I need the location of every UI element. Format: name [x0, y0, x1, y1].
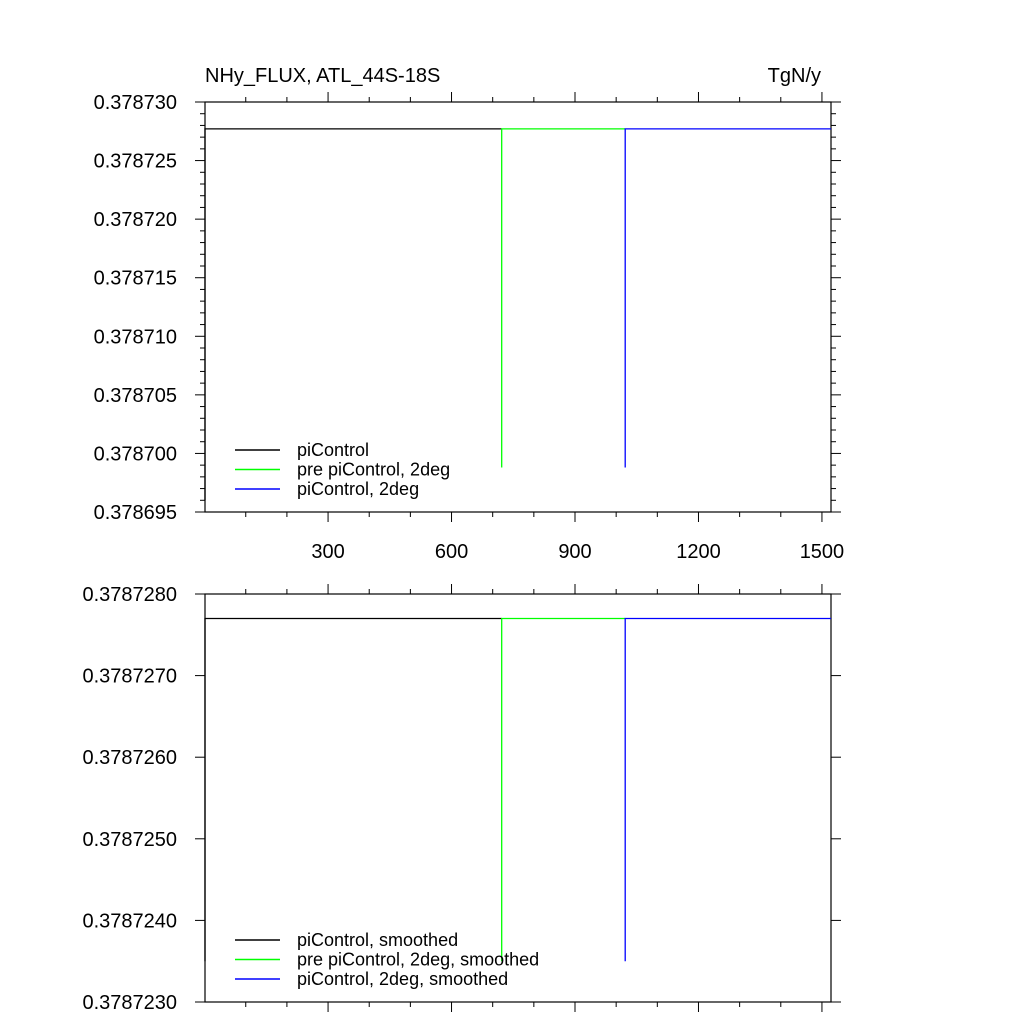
units-label: TgN/y: [768, 65, 821, 87]
chart-title: NHy_FLUX, ATL_44S-18S: [205, 65, 440, 87]
y-tick-label: 0.378725: [94, 151, 177, 173]
bottom-panel: 0.3787230 0.3787240 0.3787250 0.3787260 0.37…: [82, 584, 841, 1014]
y-tick-label: 0.378695: [94, 502, 177, 524]
y-tick-label: 0.3787250: [82, 829, 177, 851]
y-tick-label: 0.3787260: [82, 747, 177, 769]
y-tick-label: 0.378710: [94, 326, 177, 348]
y-tick-label: 0.378705: [94, 385, 177, 407]
x-tick-label: 300: [311, 541, 344, 563]
x-tick-label: 900: [558, 541, 591, 563]
y-tick-label: 0.378715: [94, 268, 177, 290]
y-tick-label: 0.3787270: [82, 666, 177, 688]
series-line: [204, 617, 502, 962]
legend-label: pre piControl, 2deg: [297, 460, 450, 480]
x-tick-label: 1500: [800, 541, 845, 563]
x-tick-label: 1200: [676, 541, 721, 563]
y-tick-label: 0.3787280: [82, 584, 177, 606]
y-tick-label: 0.378720: [94, 209, 177, 231]
series-line: [501, 128, 626, 468]
y-tick-label: 0.378700: [94, 443, 177, 465]
legend-label: pre piControl, 2deg, smoothed: [297, 950, 539, 970]
legend-label: piControl, smoothed: [297, 930, 458, 950]
y-tick-label: 0.3787240: [82, 910, 177, 932]
legend-label: piControl, 2deg, smoothed: [297, 969, 508, 989]
series-line: [501, 617, 626, 962]
legend-label: piControl: [297, 440, 369, 460]
y-tick-label: 0.3787230: [82, 992, 177, 1014]
y-tick-label: 0.378730: [94, 92, 177, 114]
series-line: [204, 128, 502, 501]
x-tick-label: 600: [435, 541, 468, 563]
legend-label: piControl, 2deg: [297, 479, 419, 499]
top-panel: 300 600 900 1200 1500 0.378695 0.378700 0.37870…: [94, 65, 845, 563]
series-line: [624, 617, 831, 962]
series-line: [624, 128, 831, 468]
